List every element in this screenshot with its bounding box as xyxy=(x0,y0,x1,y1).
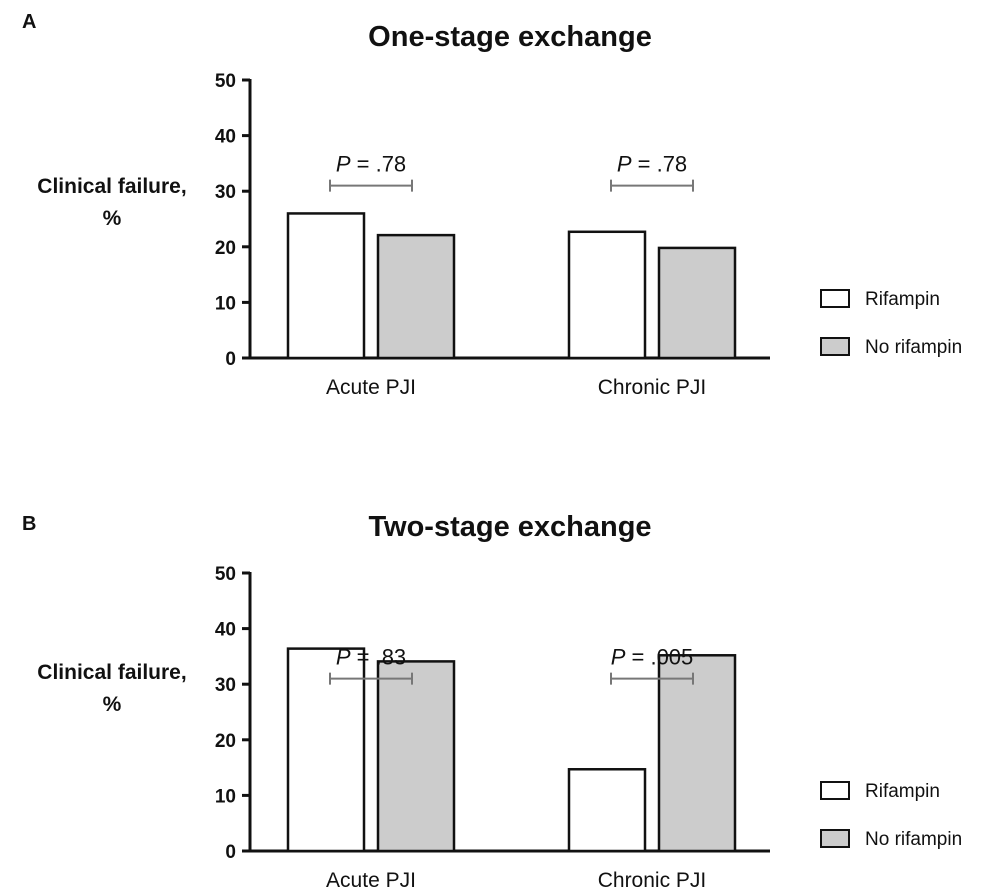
legend-label: No rifampin xyxy=(865,829,962,850)
y-tick-label: 40 xyxy=(215,127,236,148)
p-symbol: P xyxy=(617,152,632,177)
legend-item-rifampin: Rifampin xyxy=(820,781,940,802)
p-value-text: = .78 xyxy=(632,152,688,177)
p-value-label: P = .83 xyxy=(336,645,406,670)
y-axis-label-line-2: % xyxy=(103,207,122,230)
chart-panel-b: B Two-stage exchange Clinical failure, % 0 10… xyxy=(22,511,962,892)
bar-no-rifampin-acute xyxy=(376,660,456,853)
y-axis-label-line-2: % xyxy=(103,693,122,716)
y-tick-label: 40 xyxy=(215,620,236,641)
bar-rifampin-acute xyxy=(286,212,366,360)
chart-title: Two-stage exchange xyxy=(368,511,651,543)
y-tick-label: 30 xyxy=(215,182,236,203)
y-tick-label: 20 xyxy=(215,238,236,259)
legend-swatch xyxy=(820,829,850,848)
legend-item-no-rifampin: No rifampin xyxy=(820,337,962,358)
category-label: Acute PJI xyxy=(326,869,416,892)
p-value-bracket: P = .78 xyxy=(610,152,694,192)
y-axis-label-line-1: Clinical failure, xyxy=(37,661,186,684)
y-tick-label: 10 xyxy=(215,293,236,314)
legend-label: Rifampin xyxy=(865,781,940,802)
bar-no-rifampin-chronic xyxy=(657,246,737,360)
p-value-text: = .005 xyxy=(625,645,693,670)
y-tick-label: 0 xyxy=(225,349,236,370)
y-tick-label: 30 xyxy=(215,675,236,696)
y-tick-label: 10 xyxy=(215,786,236,807)
chart-panel-a: A One-stage exchange Clinical failure, % 0 10… xyxy=(22,11,962,399)
legend-swatch xyxy=(820,781,850,800)
legend-item-no-rifampin: No rifampin xyxy=(820,829,962,850)
y-axis-label: Clinical failure,% xyxy=(37,175,186,230)
panel-letter: B xyxy=(22,513,36,535)
category-label: Chronic PJI xyxy=(598,869,707,892)
legend-item-rifampin: Rifampin xyxy=(820,289,940,310)
p-value-text: = .83 xyxy=(351,645,407,670)
p-symbol: P xyxy=(611,645,626,670)
y-tick-label: 50 xyxy=(215,71,236,92)
p-value-label: P = .78 xyxy=(617,152,687,177)
p-value-label: P = .005 xyxy=(611,645,694,670)
category-label: Acute PJI xyxy=(326,376,416,399)
legend-label: Rifampin xyxy=(865,289,940,310)
panel-letter: A xyxy=(22,11,36,33)
legend-swatch xyxy=(820,289,850,308)
y-tick-label: 0 xyxy=(225,842,236,863)
legend-label: No rifampin xyxy=(865,337,962,358)
y-tick-label: 20 xyxy=(215,731,236,752)
p-value-bracket: P = .005 xyxy=(610,645,694,685)
y-tick-label: 50 xyxy=(215,564,236,585)
p-value-text: = .78 xyxy=(351,152,407,177)
y-axis-label: Clinical failure,% xyxy=(37,661,186,716)
p-symbol: P xyxy=(336,152,351,177)
p-value-label: P = .78 xyxy=(336,152,406,177)
bar-rifampin-chronic xyxy=(567,230,647,360)
bar-no-rifampin-acute xyxy=(376,233,456,360)
legend-swatch xyxy=(820,337,850,356)
p-symbol: P xyxy=(336,645,351,670)
bar-rifampin-acute xyxy=(286,647,366,853)
bar-rifampin-chronic xyxy=(567,768,647,853)
y-axis-label-line-1: Clinical failure, xyxy=(37,175,186,198)
p-value-bracket: P = .78 xyxy=(329,152,413,192)
p-value-bracket: P = .83 xyxy=(329,645,413,685)
bar-no-rifampin-chronic xyxy=(657,654,737,853)
chart-title: One-stage exchange xyxy=(368,21,652,53)
category-label: Chronic PJI xyxy=(598,376,707,399)
